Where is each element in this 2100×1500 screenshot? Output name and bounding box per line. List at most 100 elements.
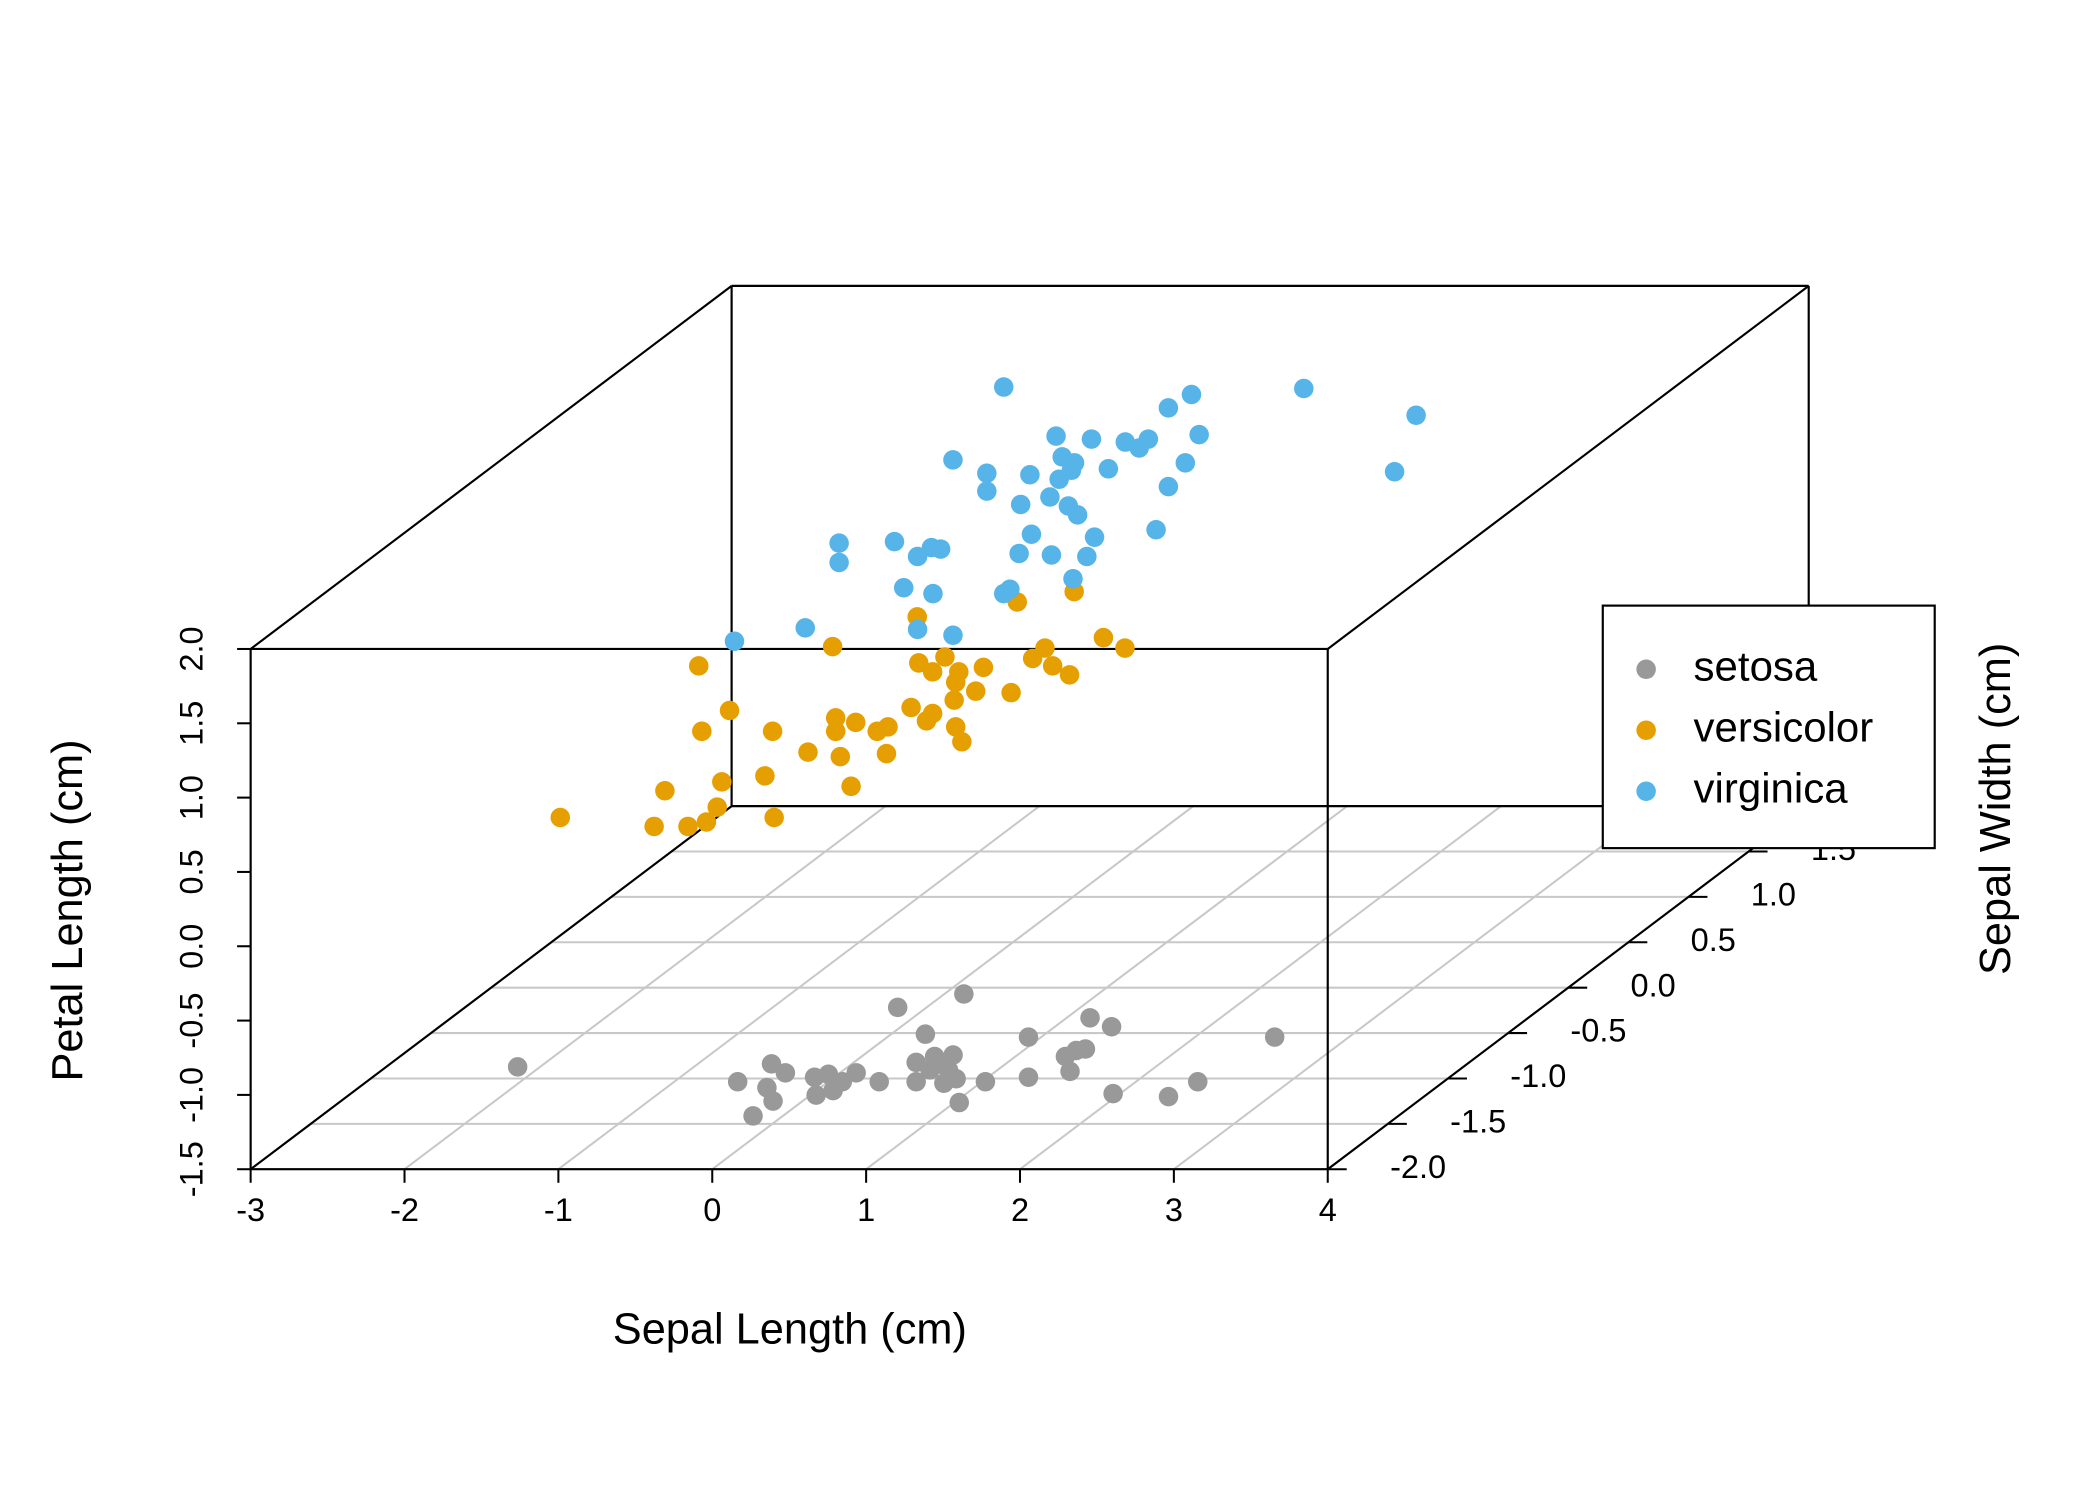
box-edge <box>1327 285 1810 650</box>
point <box>692 721 712 742</box>
point <box>1041 545 1062 565</box>
x-tick-label: -2 <box>390 1192 419 1228</box>
point <box>922 662 943 682</box>
point <box>825 708 846 728</box>
point <box>825 721 846 742</box>
y-axis-label: Sepal Width (cm) <box>1972 643 2020 975</box>
box-edge <box>249 805 733 1171</box>
grid-line <box>865 805 1348 1171</box>
point <box>1000 579 1020 599</box>
y-tick-label: -1.0 <box>1510 1058 1566 1094</box>
point <box>1001 682 1021 703</box>
x-tick-label: 0 <box>703 1192 721 1228</box>
z-tick-label: 0.0 <box>173 924 209 969</box>
point <box>924 1046 945 1067</box>
point <box>909 653 929 673</box>
point <box>878 717 898 737</box>
point <box>762 721 783 742</box>
point <box>935 647 955 667</box>
point <box>906 1071 926 1092</box>
point <box>763 1091 783 1111</box>
point <box>1187 1071 1208 1092</box>
z-tick-label: 1.0 <box>173 775 209 820</box>
point <box>1098 459 1119 479</box>
point <box>1158 398 1179 418</box>
point <box>678 816 698 837</box>
grid-line <box>557 805 1040 1171</box>
y-tick-label: 0.0 <box>1631 967 1676 1003</box>
legend-marker <box>1636 720 1656 741</box>
point <box>876 743 897 764</box>
y-tick-label: 0.5 <box>1691 922 1736 958</box>
grid-line <box>1173 805 1656 1171</box>
point <box>1059 665 1080 685</box>
point <box>1064 453 1085 473</box>
point <box>949 662 969 682</box>
point <box>1264 1027 1285 1047</box>
point <box>915 1024 936 1044</box>
point <box>975 1071 996 1092</box>
point <box>845 712 866 733</box>
point <box>907 619 928 640</box>
point <box>1080 1008 1100 1028</box>
point <box>943 450 963 470</box>
z-tick-label: 1.5 <box>173 701 209 746</box>
point <box>901 697 921 718</box>
point <box>755 766 775 786</box>
y-tick-label: -0.5 <box>1570 1013 1626 1049</box>
grid-line <box>1019 805 1502 1171</box>
point <box>954 984 974 1004</box>
point <box>922 703 943 724</box>
point <box>822 636 843 657</box>
point <box>1158 1086 1179 1107</box>
point <box>907 546 928 567</box>
point <box>764 807 784 828</box>
y-tick-label: 1.0 <box>1751 876 1796 912</box>
point <box>1175 453 1196 473</box>
legend-label: setosa <box>1694 642 1818 689</box>
point <box>688 656 709 676</box>
point <box>893 577 914 598</box>
point <box>1093 627 1114 648</box>
point <box>1040 487 1060 507</box>
legend-label: virginica <box>1694 764 1849 811</box>
point <box>1046 426 1066 446</box>
point <box>923 583 943 604</box>
point <box>1035 638 1055 658</box>
x-tick-label: 1 <box>857 1192 875 1228</box>
point <box>830 746 851 767</box>
point <box>1060 1061 1080 1082</box>
point <box>1077 546 1097 567</box>
ticks: -3 -2 -1 0 1 2 3 4-1.5-1.0-0.50.00.51.01.52.0-2… <box>173 626 1916 1228</box>
point <box>938 1060 959 1080</box>
point <box>943 625 963 646</box>
x-tick-label: -3 <box>236 1192 265 1228</box>
legend-marker <box>1636 781 1656 801</box>
x-axis-label: Sepal Length (cm) <box>613 1305 967 1353</box>
point <box>993 377 1014 397</box>
point <box>1146 519 1166 540</box>
point <box>930 539 951 559</box>
z-tick-label: 0.5 <box>173 849 209 894</box>
point <box>943 1045 963 1065</box>
point <box>761 1054 782 1074</box>
point <box>655 781 675 801</box>
point <box>712 772 732 792</box>
z-tick-label: -0.5 <box>173 993 209 1049</box>
point <box>1081 429 1102 449</box>
point <box>1021 524 1042 544</box>
legend-label: versicolor <box>1694 703 1874 750</box>
point <box>1294 378 1314 399</box>
points <box>507 377 1426 1126</box>
point <box>795 618 816 638</box>
point <box>887 997 908 1018</box>
point <box>1138 429 1159 449</box>
point <box>965 681 986 701</box>
z-tick-label: 2.0 <box>173 626 209 671</box>
z-axis-label: Petal Length (cm) <box>44 739 92 1081</box>
point <box>550 807 571 828</box>
x-tick-label: 2 <box>1011 1192 1029 1228</box>
point <box>945 717 966 737</box>
point <box>743 1106 763 1126</box>
